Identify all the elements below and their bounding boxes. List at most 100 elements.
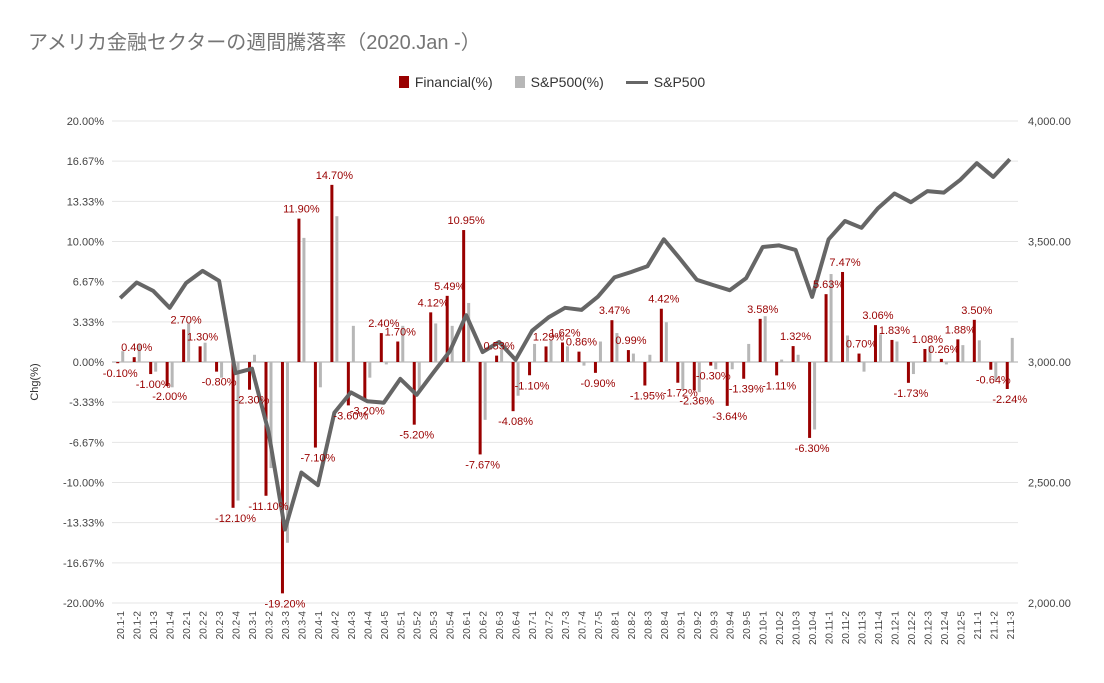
x-tick-label: 20.12-2: [907, 611, 918, 645]
data-label-financial: -6.30%: [795, 443, 830, 455]
x-tick-label: 20.4-4: [363, 611, 374, 640]
bar-sp500-pct: [944, 362, 948, 365]
data-label-financial: 4.12%: [418, 297, 449, 309]
bar-financial: [215, 362, 219, 372]
x-tick-label: 20.11-2: [841, 611, 852, 645]
bar-financial: [742, 362, 746, 379]
x-tick-label: 20.12-3: [923, 611, 934, 645]
x-tick-label: 20.11-1: [825, 611, 836, 645]
bar-financial: [511, 362, 515, 412]
y-tick-label: 13.33%: [67, 196, 105, 208]
data-label-financial: 0.86%: [566, 337, 597, 349]
x-tick-label: 20.7-5: [594, 611, 605, 640]
x-tick-label: 20.9-4: [726, 611, 737, 640]
bar-sp500-pct: [582, 362, 586, 366]
legend-item-sp500-index[interactable]: S&P500: [625, 74, 705, 90]
data-label-financial: -3.64%: [712, 411, 747, 423]
bar-sp500-pct: [401, 325, 405, 362]
data-label-financial: -0.30%: [696, 371, 731, 383]
data-label-financial: -3.20%: [350, 406, 385, 418]
x-tick-label: 20.6-4: [512, 611, 523, 640]
bar-financial: [231, 362, 235, 508]
x-tick-label: 20.11-4: [874, 611, 885, 645]
x-tick-label: 20.5-3: [429, 611, 440, 640]
data-label-financial: 1.62%: [549, 327, 580, 339]
bar-sp500-pct: [763, 316, 767, 362]
data-label-financial: -0.80%: [202, 377, 237, 389]
bar-financial: [791, 346, 795, 362]
x-tick-label: 20.8-3: [643, 611, 654, 640]
data-label-financial: 3.06%: [862, 310, 893, 322]
bar-sp500-pct: [516, 362, 520, 396]
y-tick-label: -13.33%: [63, 518, 104, 530]
bar-financial: [610, 320, 614, 362]
data-label-financial: 1.70%: [385, 327, 416, 339]
x-tick-label: 20.10-4: [808, 611, 819, 645]
bar-financial: [528, 362, 532, 376]
x-tick-label: 20.12-4: [940, 611, 951, 645]
y-tick-label: 20.00%: [67, 116, 105, 128]
x-tick-label: 20.7-2: [545, 611, 556, 640]
bar-financial: [775, 362, 779, 376]
bar-financial: [643, 362, 647, 386]
y-tick-label: 3.33%: [73, 317, 104, 329]
bar-sp500-pct: [533, 343, 537, 362]
bar-sp500-pct: [1010, 337, 1014, 362]
data-label-financial: -12.10%: [215, 513, 256, 525]
y-tick-label: 16.67%: [67, 156, 105, 168]
bar-financial: [429, 312, 433, 362]
data-label-financial: -2.36%: [679, 395, 714, 407]
chart-title: アメリカ金融セクターの週間騰落率（2020.Jan -）: [28, 32, 481, 54]
x-tick-label: 20.12-1: [890, 611, 901, 645]
bar-financial: [692, 362, 696, 391]
bar-financial: [313, 362, 317, 448]
data-label-financial: 4.42%: [648, 294, 679, 306]
data-label-financial: 5.63%: [813, 279, 844, 291]
x-tick-label: 20.5-1: [396, 611, 407, 640]
bar-sp500-pct: [598, 341, 602, 362]
data-label-financial: 1.32%: [780, 331, 811, 343]
bar-sp500-pct: [203, 342, 207, 362]
bar-sp500-pct: [566, 346, 569, 362]
data-label-financial: 0.26%: [928, 344, 959, 356]
y-tick-label: -6.67%: [69, 437, 104, 449]
bar-sp500-pct: [417, 362, 421, 390]
x-tick-label: 20.1-1: [116, 611, 127, 640]
data-label-financial: 3.50%: [961, 305, 992, 317]
bar-financial: [462, 230, 466, 362]
bar-financial: [709, 362, 713, 366]
legend-item-financial[interactable]: Financial(%): [398, 74, 493, 90]
x-tick-label: 20.7-3: [561, 611, 572, 640]
bar-sp500-pct: [285, 362, 289, 543]
bar-sp500-pct: [911, 362, 915, 375]
data-label-financial: 2.70%: [171, 314, 202, 326]
y-tick-label: -20.00%: [63, 598, 104, 610]
bar-sp500-pct: [862, 362, 866, 372]
bar-sp500-pct: [961, 345, 965, 362]
bar-sp500-pct: [318, 362, 322, 388]
data-label-financial: 1.08%: [912, 334, 943, 346]
x-tick-label: 20.4-2: [330, 611, 341, 640]
y2-tick-label: 2,000.00: [1028, 598, 1071, 610]
legend-item-sp500-pct[interactable]: S&P500(%): [514, 74, 604, 90]
bar-sp500-pct: [697, 362, 701, 393]
x-tick-label: 20.3-3: [281, 611, 292, 640]
data-label-financial: 3.58%: [747, 304, 778, 316]
data-label-financial: -1.72%: [663, 388, 698, 400]
bar-sp500-pct: [714, 362, 718, 370]
x-tick-label: 20.4-1: [314, 611, 325, 640]
bar-financial: [544, 346, 548, 362]
x-tick-label: 20.4-5: [380, 611, 391, 640]
bar-sp500-pct: [846, 335, 850, 362]
bar-financial: [165, 362, 169, 387]
data-label-financial: -1.39%: [729, 384, 764, 396]
bar-financial: [116, 362, 120, 364]
bar-financial: [561, 342, 564, 362]
bar-sp500-pct: [730, 362, 734, 370]
bar-sp500-pct: [928, 346, 932, 362]
data-label-financial: -1.95%: [630, 390, 665, 402]
legend: Financial(%) S&P500(%) S&P500: [0, 74, 1104, 90]
bar-financial: [824, 294, 828, 362]
bar-sp500-pct: [829, 274, 833, 362]
